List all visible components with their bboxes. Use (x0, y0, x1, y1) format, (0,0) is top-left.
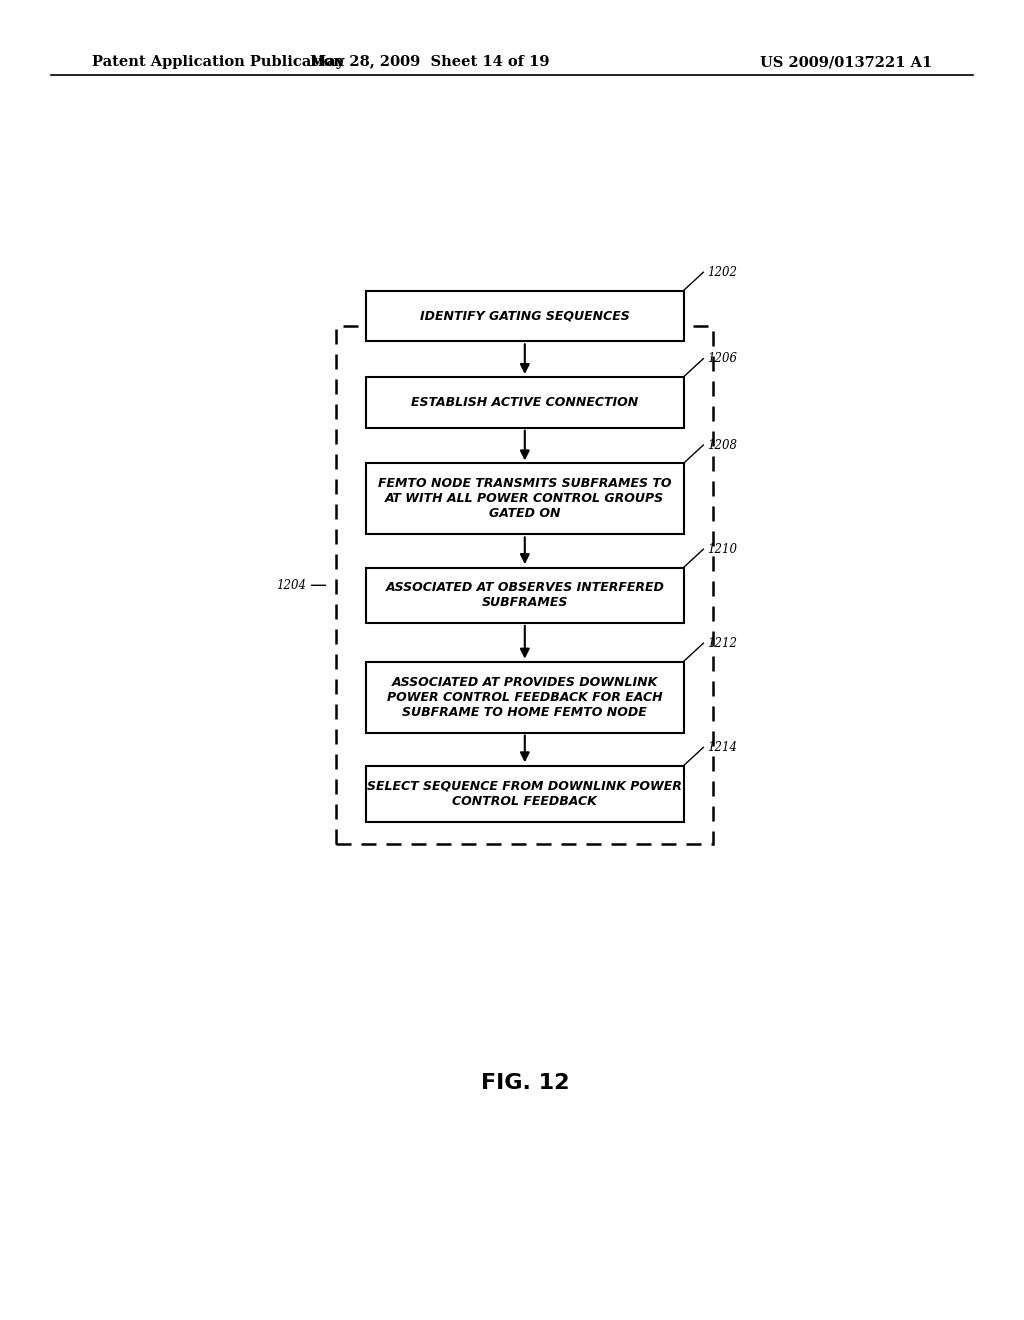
Text: 1214: 1214 (708, 741, 737, 754)
Text: 1210: 1210 (708, 543, 737, 556)
Bar (367, 568, 684, 623)
Bar (367, 378, 684, 428)
Bar (367, 290, 684, 342)
Text: FEMTO NODE TRANSMITS SUBFRAMES TO
AT WITH ALL POWER CONTROL GROUPS
GATED ON: FEMTO NODE TRANSMITS SUBFRAMES TO AT WIT… (378, 478, 672, 520)
Bar (367, 766, 684, 821)
Text: 1202: 1202 (708, 265, 737, 279)
Text: ASSOCIATED AT OBSERVES INTERFERED
SUBFRAMES: ASSOCIATED AT OBSERVES INTERFERED SUBFRA… (385, 581, 665, 610)
Text: SELECT SEQUENCE FROM DOWNLINK POWER
CONTROL FEEDBACK: SELECT SEQUENCE FROM DOWNLINK POWER CONT… (368, 780, 682, 808)
Text: ASSOCIATED AT PROVIDES DOWNLINK
POWER CONTROL FEEDBACK FOR EACH
SUBFRAME TO HOME: ASSOCIATED AT PROVIDES DOWNLINK POWER CO… (387, 676, 663, 718)
Text: 1212: 1212 (708, 636, 737, 649)
Text: US 2009/0137221 A1: US 2009/0137221 A1 (760, 55, 932, 69)
Text: 1208: 1208 (708, 438, 737, 451)
Bar (336, 326, 714, 845)
Text: 1204: 1204 (276, 578, 306, 591)
Text: 1206: 1206 (708, 352, 737, 366)
Bar (367, 661, 684, 733)
Text: FIG. 12: FIG. 12 (480, 1073, 569, 1093)
Text: ESTABLISH ACTIVE CONNECTION: ESTABLISH ACTIVE CONNECTION (412, 396, 638, 409)
Text: IDENTIFY GATING SEQUENCES: IDENTIFY GATING SEQUENCES (420, 309, 630, 322)
Bar (367, 463, 684, 535)
Text: May 28, 2009  Sheet 14 of 19: May 28, 2009 Sheet 14 of 19 (310, 55, 550, 69)
Text: Patent Application Publication: Patent Application Publication (92, 55, 344, 69)
